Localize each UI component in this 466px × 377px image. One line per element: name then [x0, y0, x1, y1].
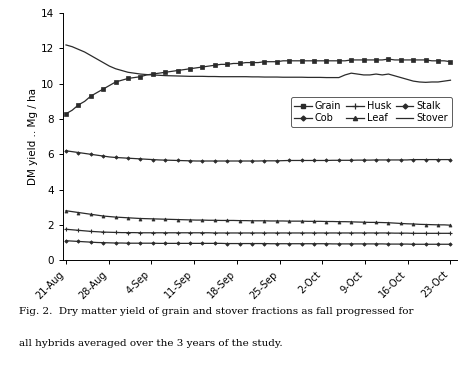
Y-axis label: DM yield .. Mg / ha: DM yield .. Mg / ha [28, 88, 38, 185]
Legend: Grain, Cob, Husk, Leaf, Stalk, Stover: Grain, Cob, Husk, Leaf, Stalk, Stover [291, 97, 452, 127]
Text: all hybrids averaged over the 3 years of the study.: all hybrids averaged over the 3 years of… [19, 339, 282, 348]
Text: Fig. 2.  Dry matter yield of grain and stover fractions as fall progressed for: Fig. 2. Dry matter yield of grain and st… [19, 307, 413, 316]
